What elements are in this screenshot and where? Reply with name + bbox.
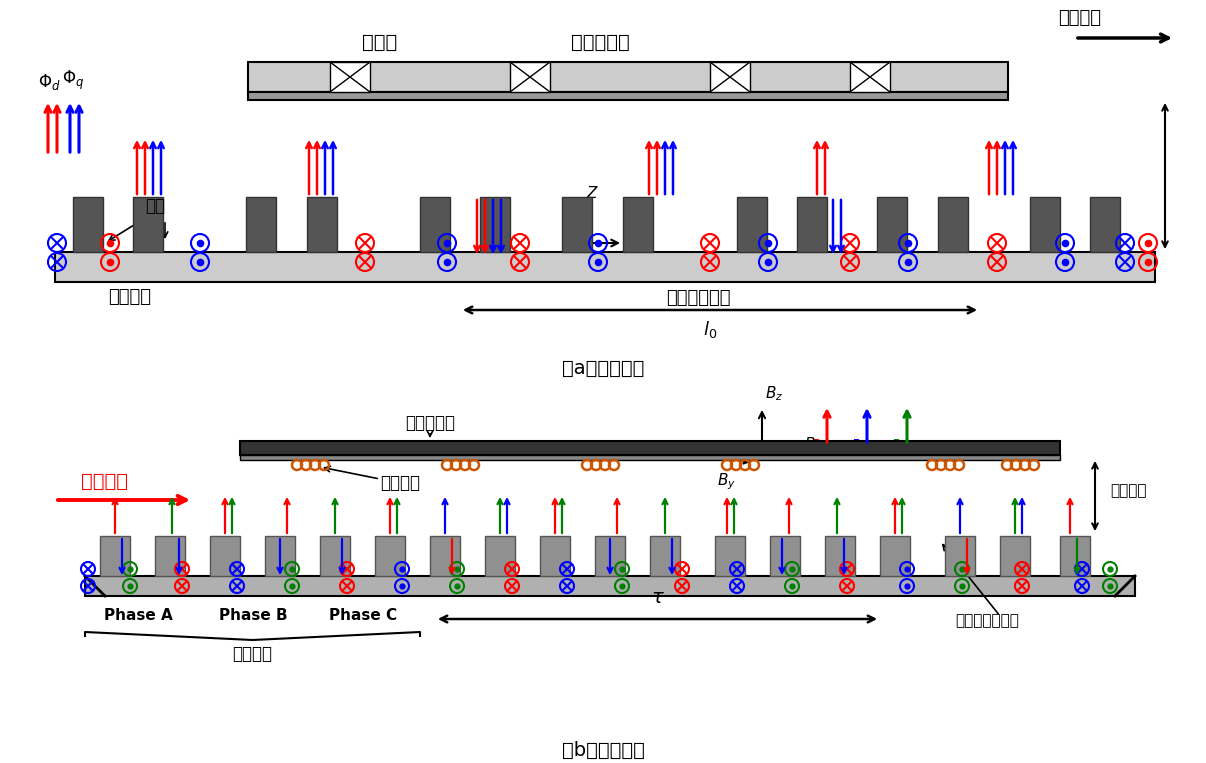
Bar	[938, 197, 968, 252]
Bar	[850, 62, 890, 92]
Bar	[946, 536, 974, 576]
Bar	[715, 536, 745, 576]
Bar	[1000, 536, 1030, 576]
Bar	[248, 62, 1008, 92]
Text: Phase B: Phase B	[218, 609, 287, 623]
Text: 磁极: 磁极	[145, 197, 165, 215]
Text: $B_{z-B}$: $B_{z-B}$	[851, 438, 883, 453]
Text: 拾取端磁心: 拾取端磁心	[570, 33, 630, 51]
Text: $B_x$: $B_x$	[804, 436, 822, 454]
Text: 接收线圈: 接收线圈	[380, 474, 420, 492]
Bar	[650, 536, 680, 576]
Bar	[624, 197, 652, 252]
Text: X: X	[628, 236, 638, 250]
Text: 拾取端: 拾取端	[362, 33, 398, 51]
Bar	[375, 536, 405, 576]
Bar	[877, 197, 907, 252]
Text: $l_0$: $l_0$	[703, 320, 718, 340]
Text: 发射线圈: 发射线圈	[233, 645, 273, 663]
Text: （b）三相绕组: （b）三相绕组	[562, 741, 644, 759]
Bar	[737, 197, 767, 252]
Bar	[1090, 197, 1120, 252]
Bar	[825, 536, 855, 576]
Bar	[74, 197, 103, 252]
Bar	[420, 197, 450, 252]
Bar	[540, 536, 570, 576]
Text: $\it{\Phi}_d$: $\it{\Phi}_d$	[37, 72, 60, 92]
Text: $B_{z-A}$: $B_{z-A}$	[812, 438, 843, 453]
Bar	[431, 536, 459, 576]
Text: $B_{z-C}$: $B_{z-C}$	[891, 438, 923, 453]
Bar	[133, 197, 163, 252]
Bar	[595, 536, 625, 576]
Bar	[330, 62, 370, 92]
Bar	[240, 441, 1060, 455]
Bar	[510, 62, 550, 92]
Bar	[880, 536, 911, 576]
Bar	[210, 536, 240, 576]
Bar	[55, 252, 1155, 282]
Text: 接收端磁心: 接收端磁心	[405, 414, 455, 432]
Text: 发射端导轨磁心: 发射端导轨磁心	[955, 613, 1019, 629]
Text: $B_z$: $B_z$	[765, 385, 783, 403]
Text: Z: Z	[586, 186, 597, 201]
Text: （a）双相绕组: （a）双相绕组	[562, 359, 644, 378]
Bar	[84, 576, 1135, 596]
Bar	[246, 197, 276, 252]
Text: $\tau$: $\tau$	[651, 588, 665, 607]
Text: $\it{\Phi}_q$: $\it{\Phi}_q$	[62, 69, 84, 92]
Bar	[480, 197, 510, 252]
Bar	[100, 536, 130, 576]
Text: Phase C: Phase C	[329, 609, 397, 623]
Bar	[156, 536, 185, 576]
Bar	[485, 536, 515, 576]
Text: 供电轨道磁心: 供电轨道磁心	[666, 289, 731, 307]
Bar	[240, 455, 1060, 460]
Bar	[248, 92, 1008, 100]
Bar	[308, 197, 336, 252]
Bar	[562, 197, 592, 252]
Bar	[265, 536, 295, 576]
Text: $B_y$: $B_y$	[718, 471, 736, 491]
Bar	[769, 536, 800, 576]
Bar	[710, 62, 750, 92]
Bar	[1060, 536, 1090, 576]
Text: 供电轨道: 供电轨道	[109, 288, 152, 306]
Bar	[1030, 197, 1060, 252]
Text: 行驶方向: 行驶方向	[1059, 9, 1101, 27]
Bar	[320, 536, 350, 576]
Text: 行车方向: 行车方向	[82, 472, 129, 491]
Text: O: O	[570, 242, 580, 255]
Bar	[797, 197, 827, 252]
Text: Phase A: Phase A	[104, 609, 172, 623]
Text: 传输距离: 传输距离	[1110, 484, 1147, 498]
